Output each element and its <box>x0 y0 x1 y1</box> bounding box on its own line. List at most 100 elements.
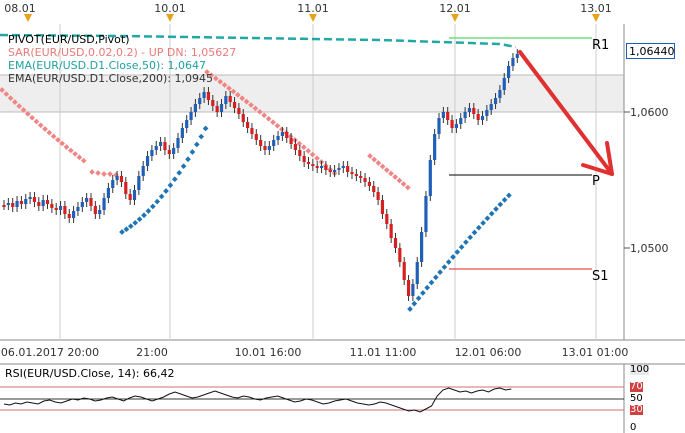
candle[interactable] <box>19 201 23 204</box>
candle[interactable] <box>89 198 93 206</box>
candle[interactable] <box>119 176 124 182</box>
candle[interactable] <box>224 96 228 104</box>
legend-sar[interactable]: SAR(EUR/USD,0.02,0.2) - UP DN: 1,05627 <box>8 46 237 59</box>
candle[interactable] <box>172 148 176 154</box>
candle[interactable] <box>45 200 50 204</box>
candle[interactable] <box>489 104 493 110</box>
candle[interactable] <box>415 262 419 284</box>
candle[interactable] <box>276 136 280 140</box>
candle[interactable] <box>111 180 115 188</box>
candle[interactable] <box>480 116 485 120</box>
date-marker-icon[interactable] <box>451 14 459 22</box>
candle[interactable] <box>189 112 193 120</box>
candle[interactable] <box>272 140 276 146</box>
candle[interactable] <box>32 197 37 202</box>
candle[interactable] <box>150 150 154 156</box>
legend-pivot[interactable]: PIVOT(EUR/USD,Pivot) <box>8 33 130 46</box>
candle[interactable] <box>141 166 145 176</box>
candle[interactable] <box>511 58 515 66</box>
candle[interactable] <box>137 176 141 190</box>
candle[interactable] <box>24 199 28 204</box>
candle[interactable] <box>463 112 467 118</box>
candle[interactable] <box>254 134 258 140</box>
candle[interactable] <box>159 142 163 146</box>
candle[interactable] <box>15 201 19 207</box>
candle[interactable] <box>63 206 67 214</box>
candle[interactable] <box>76 207 80 211</box>
date-marker-icon[interactable] <box>166 14 174 22</box>
candle[interactable] <box>324 166 328 170</box>
candle[interactable] <box>306 162 311 164</box>
candle[interactable] <box>28 197 32 199</box>
candle[interactable] <box>502 78 506 90</box>
candle[interactable] <box>337 168 341 170</box>
candle[interactable] <box>98 210 102 214</box>
candle[interactable] <box>350 172 354 174</box>
candle[interactable] <box>346 166 350 172</box>
candle[interactable] <box>6 203 10 205</box>
candle[interactable] <box>411 284 415 296</box>
candle[interactable] <box>145 156 150 166</box>
candle[interactable] <box>293 144 298 150</box>
candle[interactable] <box>454 124 458 128</box>
candle[interactable] <box>359 176 363 178</box>
candle[interactable] <box>237 108 241 114</box>
candle[interactable] <box>398 248 402 262</box>
candle[interactable] <box>67 214 71 218</box>
candle[interactable] <box>406 280 411 296</box>
candle[interactable] <box>428 160 432 196</box>
candle[interactable] <box>72 211 76 218</box>
candle[interactable] <box>280 132 284 136</box>
candle[interactable] <box>459 118 463 124</box>
candle[interactable] <box>393 238 398 248</box>
candle[interactable] <box>263 146 267 150</box>
candle[interactable] <box>50 204 54 208</box>
candle[interactable] <box>202 92 206 98</box>
candle[interactable] <box>420 232 424 262</box>
candle[interactable] <box>376 192 380 200</box>
candle[interactable] <box>507 66 511 78</box>
candle[interactable] <box>198 98 202 104</box>
candle[interactable] <box>402 262 406 280</box>
date-marker-icon[interactable] <box>309 14 317 22</box>
candle[interactable] <box>206 92 211 100</box>
candle[interactable] <box>80 202 84 207</box>
candle[interactable] <box>446 112 450 120</box>
candle[interactable] <box>106 188 110 198</box>
candle[interactable] <box>433 134 437 160</box>
candle[interactable] <box>302 156 306 162</box>
candle[interactable] <box>450 120 454 128</box>
candle[interactable] <box>180 128 184 138</box>
candle[interactable] <box>472 108 476 114</box>
candle[interactable] <box>193 104 197 112</box>
candle[interactable] <box>354 174 358 176</box>
candle[interactable] <box>467 108 472 112</box>
candle[interactable] <box>41 200 45 206</box>
rsi-title[interactable]: RSI(EUR/USD.Close, 14): 66,42 <box>5 367 175 380</box>
candle[interactable] <box>267 146 271 150</box>
candle[interactable] <box>85 198 89 202</box>
candle[interactable] <box>228 96 232 102</box>
candle[interactable] <box>424 196 428 232</box>
candle[interactable] <box>115 176 119 180</box>
candle[interactable] <box>58 206 63 210</box>
candle[interactable] <box>389 224 393 238</box>
candle[interactable] <box>285 132 289 138</box>
candle[interactable] <box>176 138 180 148</box>
candle[interactable] <box>341 166 345 168</box>
legend-ema50[interactable]: EMA(EUR/USD.D1.Close,50): 1,0647 <box>8 59 207 72</box>
candle[interactable] <box>37 202 41 206</box>
candle[interactable] <box>485 110 489 116</box>
candle[interactable] <box>311 164 315 166</box>
candle[interactable] <box>328 170 332 172</box>
candle[interactable] <box>493 98 498 104</box>
candle[interactable] <box>167 150 171 154</box>
candle[interactable] <box>259 140 263 146</box>
candle[interactable] <box>476 114 480 120</box>
candle[interactable] <box>11 203 15 207</box>
candle[interactable] <box>124 182 128 194</box>
candle[interactable] <box>132 190 137 200</box>
candle[interactable] <box>211 100 215 106</box>
candle[interactable] <box>102 198 106 210</box>
candle[interactable] <box>128 194 132 200</box>
